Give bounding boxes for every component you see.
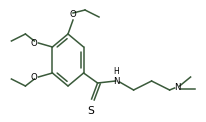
Text: S: S: [87, 106, 94, 116]
Text: O: O: [31, 72, 37, 81]
Text: O: O: [70, 10, 76, 19]
Text: O: O: [31, 39, 37, 47]
Text: N: N: [113, 76, 120, 86]
Text: H: H: [114, 67, 119, 76]
Text: N: N: [174, 83, 181, 92]
